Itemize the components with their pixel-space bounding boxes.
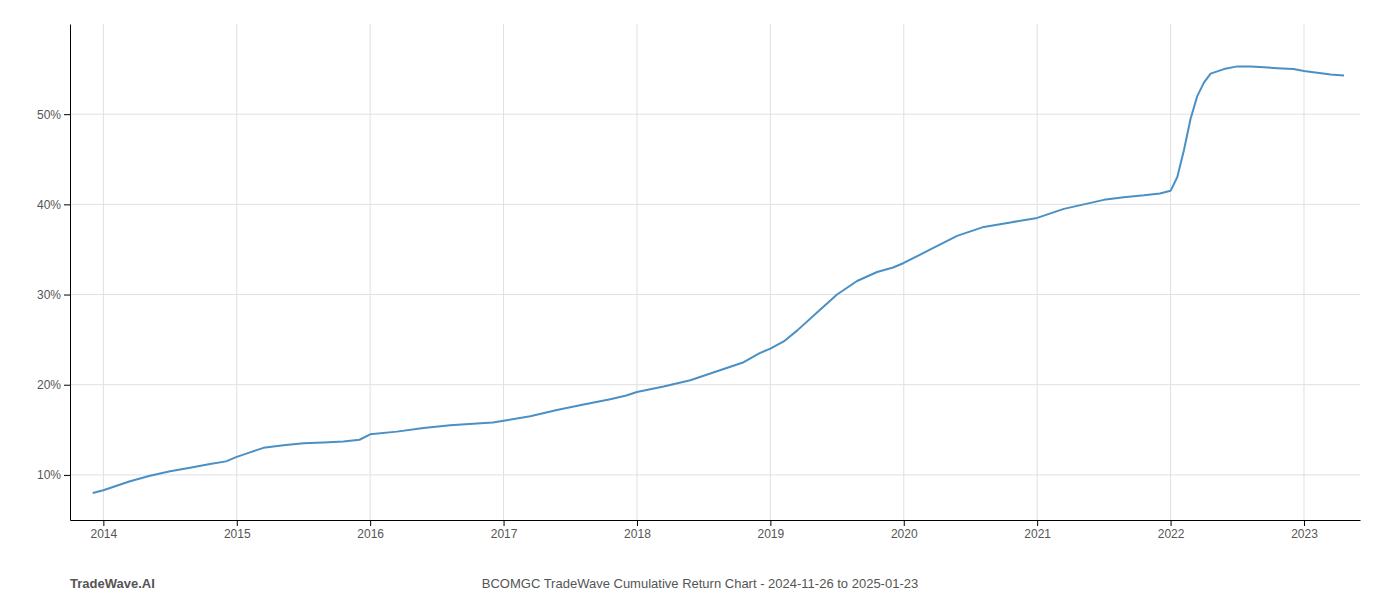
tick-label: 2016 (357, 527, 384, 541)
tick: 2021 (1024, 520, 1051, 541)
tick-mark (370, 520, 371, 526)
tick: 40% (37, 198, 70, 212)
tick-mark (904, 520, 905, 526)
tick-mark (64, 114, 70, 115)
y-axis-line (70, 25, 71, 521)
tick: 10% (37, 468, 70, 482)
tick-label: 30% (37, 288, 61, 302)
tick: 2017 (491, 520, 518, 541)
grid-line (70, 114, 1360, 115)
tick: 2018 (624, 520, 651, 541)
tick: 30% (37, 288, 70, 302)
grid-line (70, 474, 1360, 475)
grid-line (103, 24, 104, 520)
tick: 2014 (90, 520, 117, 541)
x-axis-line (71, 520, 1361, 521)
grid-line (236, 24, 237, 520)
tick: 50% (37, 108, 70, 122)
tick-label: 2014 (90, 527, 117, 541)
tick-label: 2015 (224, 527, 251, 541)
tick-label: 2023 (1291, 527, 1318, 541)
tick-label: 2020 (891, 527, 918, 541)
grid-line (70, 384, 1360, 385)
tick: 2015 (224, 520, 251, 541)
grid-line (770, 24, 771, 520)
grid-line (70, 204, 1360, 205)
title: BCOMGC TradeWave Cumulative Return Chart… (482, 576, 918, 591)
tick-label: 2022 (1158, 527, 1185, 541)
tick-mark (1304, 520, 1305, 526)
grid-line (1170, 24, 1171, 520)
grid-line (70, 294, 1360, 295)
grid (70, 24, 1360, 520)
tick-mark (64, 204, 70, 205)
tick-label: 20% (37, 378, 61, 392)
plot-area (93, 66, 1344, 493)
tick: 2019 (758, 520, 785, 541)
grid-line (1037, 24, 1038, 520)
tick-mark (637, 520, 638, 526)
tick-mark (64, 385, 70, 386)
tick-mark (1037, 520, 1038, 526)
tick-label: 2019 (758, 527, 785, 541)
tick: 2023 (1291, 520, 1318, 541)
grid-line (503, 24, 504, 520)
tick-mark (1171, 520, 1172, 526)
grid-line (636, 24, 637, 520)
tick-mark (64, 295, 70, 296)
tick-mark (504, 520, 505, 526)
tick: 20% (37, 378, 70, 392)
tick-mark (103, 520, 104, 526)
annotation: TradeWave.AI (70, 576, 155, 591)
x-axis: 2014 2015 2016 2017 2018 2019 2020 2021 2022 2023 (71, 520, 1361, 541)
tick: 2022 (1158, 520, 1185, 541)
line (93, 66, 1344, 493)
grid-line (370, 24, 371, 520)
tick-label: 50% (37, 108, 61, 122)
chart: 2014 2015 2016 2017 2018 2019 2020 2021 2022 2023… (0, 0, 1400, 600)
y-axis: 10% 20% 30% 40% 50% (37, 25, 71, 521)
tick: 2020 (891, 520, 918, 541)
tick-mark (237, 520, 238, 526)
tick-label: 2018 (624, 527, 651, 541)
tick-label: 2021 (1024, 527, 1051, 541)
tick-mark (770, 520, 771, 526)
tick-label: 40% (37, 198, 61, 212)
tick-mark (64, 475, 70, 476)
tick-label: 2017 (491, 527, 518, 541)
tick-label: 10% (37, 468, 61, 482)
tick: 2016 (357, 520, 384, 541)
grid-line (1303, 24, 1304, 520)
grid-line (903, 24, 904, 520)
